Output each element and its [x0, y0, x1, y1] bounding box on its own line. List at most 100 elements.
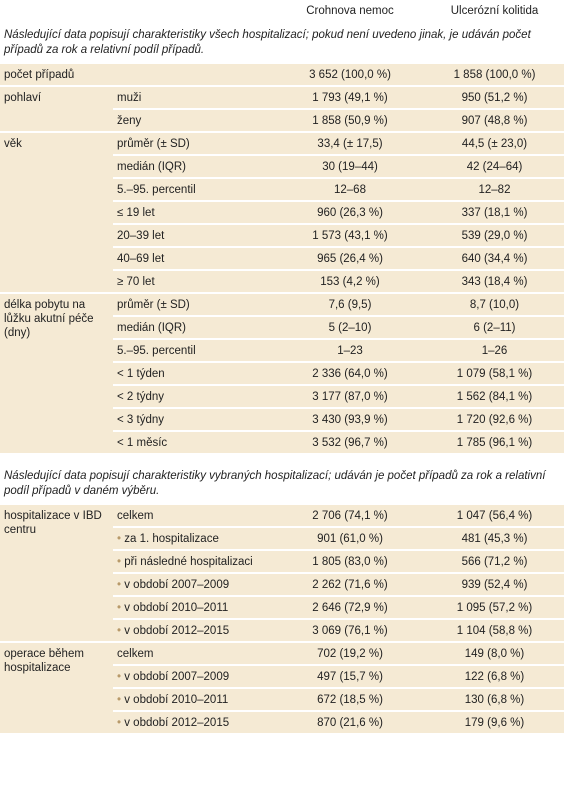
- group-label: hospitalizace v IBD centru: [0, 503, 113, 642]
- note: Následující data popisují charakteristik…: [0, 22, 564, 63]
- row-label: při následné hospitalizaci: [113, 549, 275, 573]
- row-label: medián (IQR): [113, 154, 275, 178]
- table-row: 40–69 let 965 (26,4 %) 640 (34,4 %): [0, 246, 564, 270]
- table-row: délka pobytu na lůžku akutní péče (dny) p…: [0, 292, 564, 453]
- table-row: ≤ 19 let 960 (26,3 %) 337 (18,1 %): [0, 200, 564, 224]
- value-cell: 640 (34,4 %): [425, 246, 564, 270]
- table-row: 5.–95. percentil 1–23 1–26: [0, 338, 564, 362]
- value-cell: 337 (18,1 %): [425, 200, 564, 224]
- row-label: 5.–95. percentil: [113, 177, 275, 201]
- row-label: ≥ 70 let: [113, 269, 275, 293]
- value-cell: 179 (9,6 %): [425, 710, 564, 733]
- row-label: v období 2007–2009: [113, 572, 275, 596]
- table-row: ≥ 70 let 153 (4,2 %) 343 (18,4 %): [0, 269, 564, 293]
- value-cell: 12–82: [425, 177, 564, 201]
- value-cell: 950 (51,2 %): [425, 85, 564, 109]
- value-cell: 33,4 (± 17,5): [275, 131, 425, 155]
- row-label: v období 2012–2015: [113, 710, 275, 733]
- value-cell: 1 104 (58,8 %): [425, 618, 564, 642]
- table-row: medián (IQR) 30 (19–44) 42 (24–64): [0, 154, 564, 178]
- value-cell: 1 095 (57,2 %): [425, 595, 564, 619]
- value-cell: 3 069 (76,1 %): [275, 618, 425, 642]
- row-label: < 1 měsíc: [113, 430, 275, 453]
- value-cell: 1 793 (49,1 %): [275, 85, 425, 109]
- note: Následující data popisují charakteristik…: [0, 463, 564, 504]
- note-row: Následující data popisují charakteristik…: [0, 463, 564, 504]
- value-cell: 2 262 (71,6 %): [275, 572, 425, 596]
- value-cell: 6 (2–11): [425, 315, 564, 339]
- table-row: 5.–95. percentil 12–68 12–82: [0, 177, 564, 201]
- value-cell: 3 177 (87,0 %): [275, 384, 425, 408]
- value-cell: 343 (18,4 %): [425, 269, 564, 293]
- row-label: 5.–95. percentil: [113, 338, 275, 362]
- row-label: < 2 týdny: [113, 384, 275, 408]
- value-cell: 30 (19–44): [275, 154, 425, 178]
- row-label: v období 2010–2011: [113, 595, 275, 619]
- row-label: < 1 týden: [113, 361, 275, 385]
- row-label: v období 2012–2015: [113, 618, 275, 642]
- value-cell: 939 (52,4 %): [425, 572, 564, 596]
- row-label: v období 2010–2011: [113, 687, 275, 711]
- value-cell: 907 (48,8 %): [425, 108, 564, 132]
- value-cell: 3 430 (93,9 %): [275, 407, 425, 431]
- row-label: průměr (± SD): [113, 292, 275, 316]
- value-cell: 965 (26,4 %): [275, 246, 425, 270]
- header-cell: Ulcerózní kolitida: [450, 5, 539, 17]
- row-label: celkem: [113, 503, 275, 527]
- value-cell: 1 047 (56,4 %): [425, 503, 564, 527]
- value-cell: 44,5 (± 23,0): [425, 131, 564, 155]
- header-cell: Crohnova nemoc: [306, 5, 394, 17]
- value-cell: 1 805 (83,0 %): [275, 549, 425, 573]
- value-cell: 42 (24–64): [425, 154, 564, 178]
- value-cell: 1 079 (58,1 %): [425, 361, 564, 385]
- value-cell: 1 858 (50,9 %): [275, 108, 425, 132]
- gap-cell: [0, 453, 564, 463]
- table-row: ženy 1 858 (50,9 %) 907 (48,8 %): [0, 108, 564, 132]
- value-cell: 960 (26,3 %): [275, 200, 425, 224]
- row-label: medián (IQR): [113, 315, 275, 339]
- note-row: Následující data popisují charakteristik…: [0, 22, 564, 63]
- header-row: Crohnova nemoc Ulcerózní kolitida: [0, 0, 564, 22]
- group-label: délka pobytu na lůžku akutní péče (dny): [0, 292, 113, 453]
- table-row: hospitalizace v IBD centru celkem 2 706 (7…: [0, 503, 564, 642]
- value-cell: 2 336 (64,0 %): [275, 361, 425, 385]
- table-row: 20–39 let 1 573 (43,1 %) 539 (29,0 %): [0, 223, 564, 247]
- table-row: < 1 měsíc 3 532 (96,7 %) 1 785 (96,1 %): [0, 430, 564, 453]
- table-row: < 2 týdny 3 177 (87,0 %) 1 562 (84,1 %): [0, 384, 564, 408]
- value-cell: 901 (61,0 %): [275, 526, 425, 550]
- row-label: 20–39 let: [113, 223, 275, 247]
- table-row: operace během hospitalizace celkem 702 (19…: [0, 641, 564, 733]
- value-cell: 122 (6,8 %): [425, 664, 564, 688]
- value-cell: 870 (21,6 %): [275, 710, 425, 733]
- value-cell: 149 (8,0 %): [425, 641, 564, 665]
- row-label: ženy: [113, 108, 275, 132]
- group-label: věk: [0, 131, 113, 293]
- value-cell: 3 652 (100,0 %): [275, 62, 425, 86]
- row-label: celkem: [113, 641, 275, 665]
- row-label: v období 2007–2009: [113, 664, 275, 688]
- value-cell: 1 573 (43,1 %): [275, 223, 425, 247]
- value-cell: 481 (45,3 %): [425, 526, 564, 550]
- table-row: věk průměr (± SD) 33,4 (± 17,5) 44,5 (± 23,…: [0, 131, 564, 293]
- table: Crohnova nemoc Ulcerózní kolitida Násled…: [0, 0, 564, 733]
- header-cell: [0, 0, 113, 22]
- value-cell: 539 (29,0 %): [425, 223, 564, 247]
- header-cell: [113, 0, 275, 22]
- table-row: < 3 týdny 3 430 (93,9 %) 1 720 (92,6 %): [0, 407, 564, 431]
- row-label: muži: [113, 85, 275, 109]
- group-label: operace během hospitalizace: [0, 641, 113, 733]
- row-label: průměr (± SD): [113, 131, 275, 155]
- value-cell: 153 (4,2 %): [275, 269, 425, 293]
- gap-row: [0, 453, 564, 463]
- row-label: 40–69 let: [113, 246, 275, 270]
- value-cell: 672 (18,5 %): [275, 687, 425, 711]
- row-label: < 3 týdny: [113, 407, 275, 431]
- value-cell: 7,6 (9,5): [275, 292, 425, 316]
- value-cell: 702 (19,2 %): [275, 641, 425, 665]
